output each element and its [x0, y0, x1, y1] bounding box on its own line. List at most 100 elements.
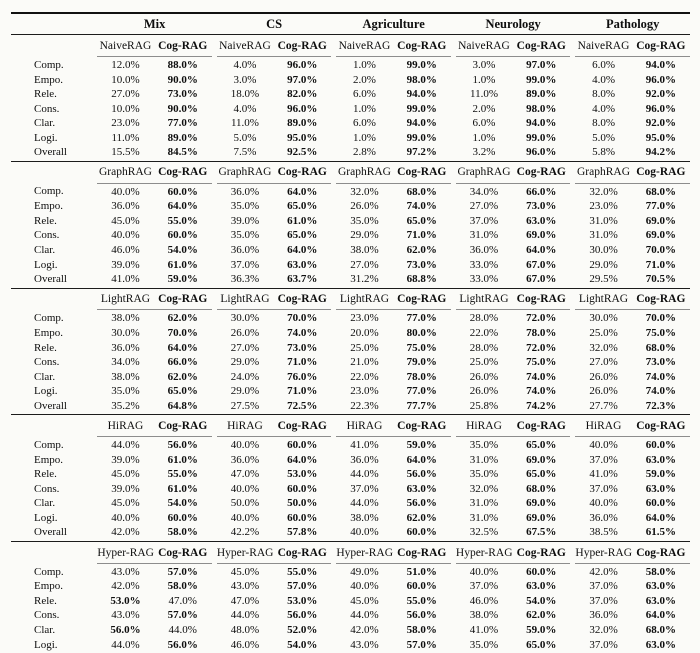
baseline-value: 28.0%: [469, 312, 499, 325]
cog-value: 62.0%: [406, 243, 437, 256]
baseline-value: 7.5%: [216, 145, 274, 162]
baseline-method-label: Hyper-RAG: [97, 541, 154, 564]
baseline-value: 6.0%: [353, 117, 376, 130]
cog-value: 54.0%: [287, 638, 318, 651]
cog-value: 65.0%: [526, 468, 557, 481]
spacer: [450, 272, 456, 289]
cog-value: 44.0%: [168, 624, 197, 636]
metric-label: Cons.: [34, 102, 60, 115]
cog-method-label: Cog-RAG: [153, 414, 212, 437]
baseline-value: 22.3%: [336, 398, 393, 416]
spacer: [331, 145, 337, 162]
spacer: [331, 525, 337, 542]
cog-value: 60.0%: [645, 497, 676, 510]
baseline-value: 38.5%: [575, 525, 632, 542]
cog-value: 94.2%: [631, 145, 690, 162]
cog-value: 59.0%: [406, 439, 437, 452]
metric-label: Empo.: [34, 580, 64, 593]
baseline-value: 36.0%: [350, 453, 379, 466]
baseline-method-label: HiRAG: [216, 414, 274, 437]
cog-value: 60.0%: [287, 511, 318, 524]
baseline-value: 26.0%: [230, 326, 260, 339]
baseline-value: 1.0%: [353, 131, 376, 144]
cog-value: 57.0%: [406, 638, 437, 651]
cog-value: 69.0%: [645, 214, 676, 227]
spacer: [570, 398, 576, 416]
baseline-method-label: NaiveRAG: [216, 34, 274, 57]
cog-value: 65.0%: [167, 385, 198, 398]
cog-method-label: Cog-RAG: [273, 288, 332, 311]
cog-value: 74.0%: [287, 326, 318, 339]
method-header-row: LightRAG Cog-RAG LightRAG Cog-RAG LightRAG Co…: [11, 288, 690, 311]
baseline-method-label: LightRAG: [336, 288, 393, 311]
cog-value: 60.0%: [392, 525, 451, 542]
baseline-value: 31.2%: [336, 272, 393, 289]
baseline-method-label: GraphRAG: [216, 161, 274, 184]
table-row: Overall 35.2% 64.8% 27.5% 72.5% 22.3% 77.7% 25.…: [11, 398, 690, 416]
cog-value: 64.0%: [287, 453, 318, 466]
cog-value: 77.7%: [392, 398, 451, 416]
baseline-value: 11.0%: [111, 131, 140, 144]
cog-value: 77.0%: [645, 200, 676, 213]
cog-value: 74.0%: [645, 370, 676, 383]
cog-value: 52.0%: [287, 624, 318, 636]
table-row: Rele. 53.0% 47.0% 47.0% 53.0% 45.0% 55.0% 46.0%…: [11, 594, 690, 609]
cog-method-label: Cog-RAG: [153, 288, 212, 311]
cog-method-label: Cog-RAG: [392, 288, 451, 311]
baseline-value: 1.0%: [472, 73, 496, 86]
baseline-value: 3.0%: [233, 73, 257, 86]
spacer: [211, 13, 217, 36]
cog-value: 65.0%: [526, 638, 557, 651]
metric-label: Empo.: [34, 200, 64, 213]
baseline-method-label: NaiveRAG: [336, 34, 393, 57]
baseline-value: 31.0%: [589, 214, 618, 227]
baseline-method-label: Hyper-RAG: [336, 541, 393, 564]
cog-value: 57.0%: [287, 580, 318, 593]
spacer: [570, 145, 576, 162]
cog-value: 57.8%: [273, 525, 332, 542]
cog-value: 57.0%: [167, 609, 198, 622]
table-row: Comp. 12.0% 88.0% 4.0% 96.0% 1.0% 99.0% 3.0% 97.…: [11, 56, 690, 72]
cog-value: 70.0%: [167, 326, 198, 339]
baseline-value: 45.0%: [111, 497, 140, 510]
cog-value: 78.0%: [526, 326, 557, 339]
cog-value: 76.0%: [287, 370, 318, 383]
cog-value: 53.0%: [287, 468, 318, 481]
cog-value: 60.0%: [526, 565, 557, 578]
baseline-value: 12.0%: [111, 59, 140, 71]
empty-cell: [11, 161, 97, 183]
baseline-value: 40.0%: [111, 511, 140, 524]
cog-value: 95.0%: [645, 131, 676, 144]
baseline-value: 42.0%: [111, 580, 140, 593]
baseline-value: 30.0%: [230, 312, 260, 325]
cog-value: 71.0%: [287, 356, 318, 369]
metric-label: Rele.: [34, 341, 57, 354]
cog-value: 65.0%: [526, 439, 557, 452]
table-row: Empo. 42.0% 58.0% 43.0% 57.0% 40.0% 60.0% 37.0%…: [11, 580, 690, 595]
baseline-value: 40.0%: [589, 439, 618, 452]
baseline-method-label: GraphRAG: [97, 161, 154, 184]
baseline-value: 25.8%: [455, 398, 513, 416]
cog-value: 72.3%: [631, 398, 690, 416]
baseline-value: 31.0%: [589, 229, 618, 242]
cog-value: 50.0%: [287, 497, 318, 510]
table-header: Mix CS Agriculture Neurology Pathology: [11, 13, 690, 36]
table-row: Comp. 43.0% 57.0% 45.0% 55.0% 49.0% 51.0% 40.0%…: [11, 563, 690, 579]
table-row: Logi. 44.0% 56.0% 46.0% 54.0% 43.0% 57.0% 35.0%…: [11, 638, 690, 653]
cog-value: 64.0%: [167, 341, 198, 354]
baseline-value: 3.0%: [472, 59, 496, 71]
baseline-value: 42.2%: [216, 525, 274, 542]
cog-value: 60.0%: [406, 580, 437, 593]
baseline-value: 44.0%: [230, 609, 260, 622]
cog-value: 90.0%: [167, 73, 198, 86]
baseline-value: 29.0%: [230, 385, 260, 398]
baseline-value: 5.8%: [575, 145, 632, 162]
cog-method-label: Cog-RAG: [153, 161, 212, 184]
baseline-value: 41.0%: [97, 272, 154, 289]
cog-value: 68.0%: [406, 185, 437, 198]
cog-value: 63.0%: [287, 258, 318, 271]
table-row: Clar. 38.0% 62.0% 24.0% 76.0% 22.0% 78.0% 26.0%…: [11, 370, 690, 385]
cog-value: 63.0%: [645, 482, 676, 495]
baseline-value: 34.0%: [469, 185, 499, 198]
baseline-value: 41.0%: [350, 439, 379, 452]
